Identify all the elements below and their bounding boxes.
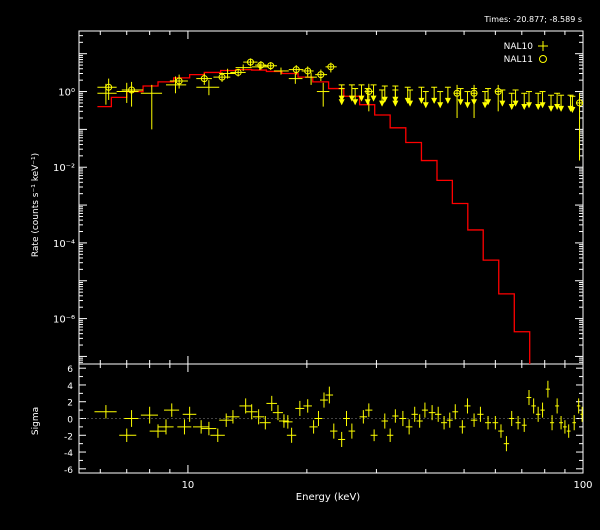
bottom-y-tick-label: -6 <box>64 466 73 476</box>
x-tick-label: 100 <box>573 480 592 491</box>
upper-limit-nal10-arrow <box>358 95 365 102</box>
data-point-nal11 <box>105 83 113 91</box>
legend-marker-nal11 <box>539 55 547 63</box>
data-point-nal11 <box>494 88 502 96</box>
data-point-nal11 <box>453 89 461 97</box>
data-point-nal11 <box>200 75 208 83</box>
x-axis-label: Energy (keV) <box>296 492 361 503</box>
bottom-y-tick-label: 0 <box>67 416 73 426</box>
data-point-nal11 <box>234 68 242 76</box>
upper-limit-nal10-arrow <box>512 100 519 107</box>
bottom-y-tick-label: -2 <box>64 432 73 442</box>
legend: NAL10 NAL11 <box>504 41 548 65</box>
top-y-tick-label: 10⁰ <box>58 88 75 99</box>
data-point-nal11 <box>576 99 584 107</box>
upper-limit-nal11-arrow <box>379 100 386 107</box>
data-point-nal11 <box>257 61 265 69</box>
bottom-y-tick-label: 6 <box>67 365 73 375</box>
upper-limit-nal10-arrow <box>485 99 492 106</box>
top-y-tick-label: 10⁻² <box>53 163 75 174</box>
chart-title: Times: -20.877; -8.589 s <box>483 15 582 24</box>
upper-limit-nal11-arrow <box>535 103 542 110</box>
upper-limit-nal10-arrow <box>457 99 464 106</box>
upper-limit-nal10-arrow <box>554 103 561 110</box>
bottom-y-axis-label: Sigma <box>31 407 41 435</box>
data-point-nal11 <box>470 89 478 97</box>
upper-limit-nal11-arrow <box>558 105 565 112</box>
bottom-y-tick-label: 4 <box>67 382 73 392</box>
upper-limit-nal10-arrow <box>539 102 546 109</box>
upper-limit-nal11-arrow <box>392 100 399 107</box>
upper-limit-nal11-arrow <box>422 102 429 109</box>
legend-label-nal11: NAL11 <box>504 55 533 65</box>
data-point-nal11 <box>175 77 183 85</box>
upper-limit-nal11-arrow <box>352 99 359 106</box>
data-point-nal11 <box>317 71 325 79</box>
upper-limit-nal10-arrow <box>370 95 377 102</box>
legend-marker-nal10 <box>538 41 548 51</box>
model-step-line <box>97 68 531 364</box>
upper-limit-nal11-arrow <box>437 102 444 109</box>
upper-limit-nal10-arrow <box>431 97 438 104</box>
upper-limit-nal11-arrow <box>548 105 555 112</box>
upper-limit-nal11-arrow <box>521 103 528 110</box>
legend-label-nal10: NAL10 <box>504 42 534 52</box>
data-point-nal11 <box>304 67 312 75</box>
data-point-nal11 <box>292 66 300 74</box>
x-tick-label: 10 <box>182 480 195 491</box>
top-y-tick-label: 10⁻⁴ <box>53 239 75 250</box>
upper-limit-nal10-arrow <box>444 97 451 104</box>
upper-limit-nal11-arrow <box>464 102 471 109</box>
upper-limit-nal10-arrow <box>418 97 425 104</box>
data-point-nal11 <box>218 73 226 81</box>
top-y-axis-label: Rate (counts s⁻¹ keV⁻¹) <box>31 153 41 257</box>
upper-limit-nal10-arrow <box>348 95 355 102</box>
upper-limit-nal10-arrow <box>381 96 388 103</box>
upper-limit-nal11-arrow <box>482 102 489 109</box>
upper-limit-nal10-arrow <box>526 102 533 109</box>
upper-limit-nal11-arrow <box>364 99 371 106</box>
data-point-nal11 <box>327 63 335 71</box>
upper-limit-nal11-arrow <box>338 99 345 106</box>
upper-limit-nal11-arrow <box>407 100 414 107</box>
upper-limit-nal11-arrow <box>569 106 576 113</box>
bottom-y-tick-label: 2 <box>67 399 73 409</box>
data-point-nal11 <box>128 86 136 94</box>
data-point-nal11 <box>246 58 254 66</box>
upper-limit-nal11-arrow <box>508 103 515 110</box>
upper-limit-nal10-arrow <box>499 100 506 107</box>
top-y-tick-label: 10⁻⁶ <box>53 315 75 326</box>
bottom-y-tick-label: -4 <box>64 449 73 459</box>
data-point-nal11 <box>267 62 275 70</box>
